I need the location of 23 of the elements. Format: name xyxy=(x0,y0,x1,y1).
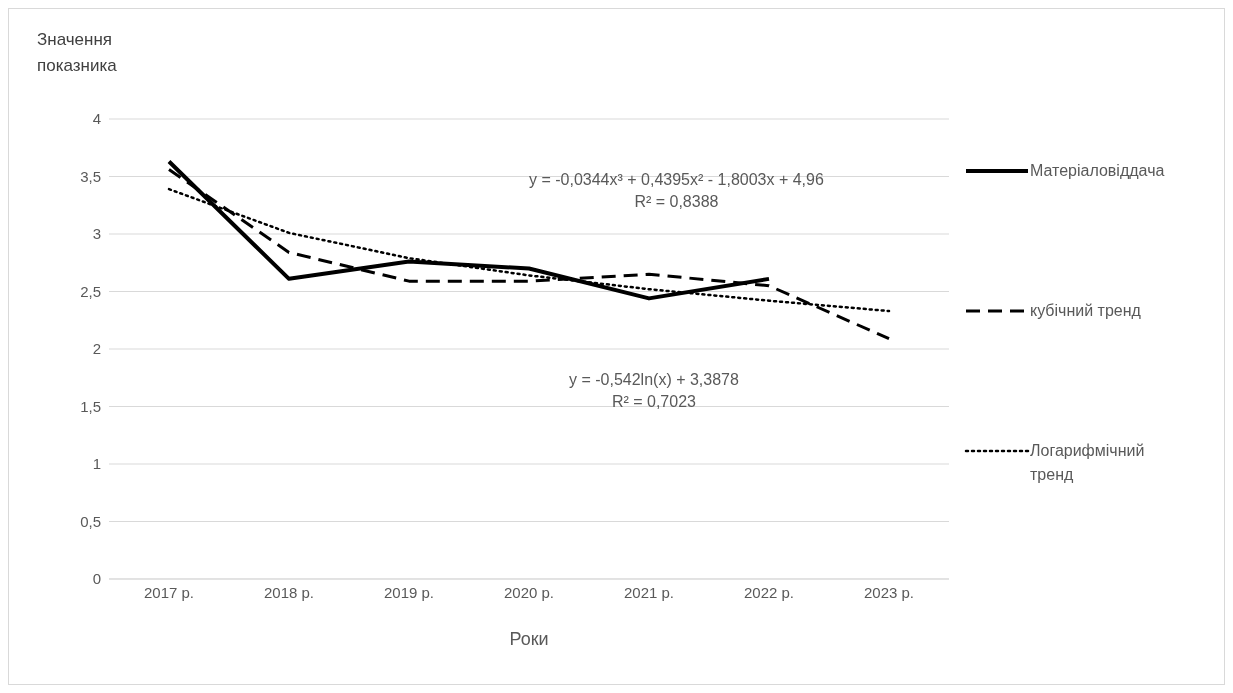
x-tick-label: 2019 р. xyxy=(383,583,435,601)
x-tick-label: 2023 р. xyxy=(863,583,915,601)
y-tick-label: 0,5 xyxy=(80,512,101,530)
y-tick-label: 4 xyxy=(92,110,101,128)
x-tick-label: 2018 р. xyxy=(263,583,315,601)
y-tick-label: 3,5 xyxy=(80,167,101,185)
annotation: y = -0,542ln(x) + 3,3878 R² = 0,7023 xyxy=(569,370,739,412)
y-tick-label: 0 xyxy=(92,570,101,588)
x-axis-title: Роки xyxy=(509,629,549,649)
legend-label: Логарифмічний тренд xyxy=(1030,441,1146,485)
legend-label: кубічний тренд xyxy=(1030,301,1142,321)
annotation: y = -0,0344x³ + 0,4395x² - 1,8003x + 4,96 R² = 0,8388 xyxy=(529,170,824,212)
y-tick-label: 3 xyxy=(92,225,101,243)
x-tick-label: 2021 р. xyxy=(623,583,675,601)
x-tick-label: 2017 р. xyxy=(143,583,195,601)
y-tick-label: 2,5 xyxy=(80,282,101,300)
legend-label: Матеріаловіддача xyxy=(1030,161,1166,181)
x-tick-label: 2022 р. xyxy=(743,583,795,601)
x-tick-label: 2020 р. xyxy=(503,583,555,601)
y-tick-label: 1 xyxy=(92,455,101,473)
y-tick-label: 1,5 xyxy=(80,397,101,415)
y-tick-label: 2 xyxy=(92,340,101,358)
y-axis-title: Значення показника xyxy=(37,29,118,77)
